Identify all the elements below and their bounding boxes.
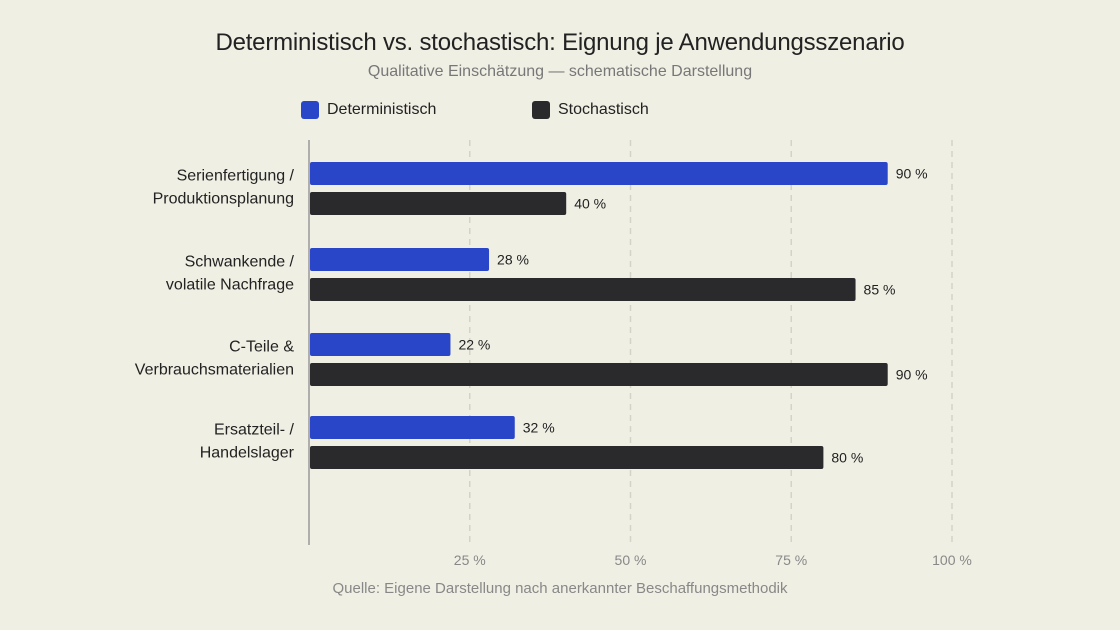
data-label: 90 % — [896, 166, 928, 182]
chart-subtitle: Qualitative Einschätzung — schematische … — [367, 63, 753, 80]
bar-stochastisch — [310, 363, 888, 386]
data-label: 80 % — [831, 450, 863, 466]
data-label: 32 % — [523, 420, 555, 436]
bar-deterministisch — [310, 333, 451, 356]
bar-deterministisch — [310, 248, 490, 271]
category-label: Handelslager — [200, 445, 295, 462]
category-label: Ersatzteil- / — [214, 422, 295, 439]
bar-deterministisch — [310, 416, 515, 439]
data-label: 90 % — [896, 367, 928, 383]
category-label: Serienfertigung / — [177, 168, 295, 185]
chart-title: Deterministisch vs. stochastisch: Eignun… — [215, 29, 905, 56]
data-label: 28 % — [497, 252, 529, 268]
bar-deterministisch — [310, 162, 888, 185]
x-tick-label: 75 % — [775, 552, 807, 568]
legend-label-stochastisch: Stochastisch — [558, 101, 649, 118]
category-label: Verbrauchsmaterialien — [135, 362, 294, 379]
data-label: 40 % — [574, 196, 606, 212]
data-label: 22 % — [458, 337, 490, 353]
chart-source: Quelle: Eigene Darstellung nach anerkann… — [332, 580, 788, 597]
category-label: Produktionsplanung — [153, 191, 294, 208]
bar-stochastisch — [310, 278, 856, 301]
category-label: Schwankende / — [185, 254, 295, 271]
bar-stochastisch — [310, 192, 567, 215]
legend-label-deterministisch: Deterministisch — [327, 101, 437, 118]
bar-stochastisch — [310, 446, 824, 469]
legend-item-stochastisch: Stochastisch — [532, 100, 649, 120]
category-label: C-Teile & — [229, 339, 294, 356]
x-tick-label: 25 % — [454, 552, 486, 568]
x-tick-label: 50 % — [615, 552, 647, 568]
x-tick-label: 100 % — [932, 552, 972, 568]
legend-item-deterministisch: Deterministisch — [301, 100, 436, 120]
category-label: volatile Nachfrage — [166, 277, 294, 294]
legend-swatch-stochastisch — [532, 101, 550, 119]
legend-swatch-deterministisch — [301, 101, 319, 119]
data-label: 85 % — [864, 282, 896, 298]
